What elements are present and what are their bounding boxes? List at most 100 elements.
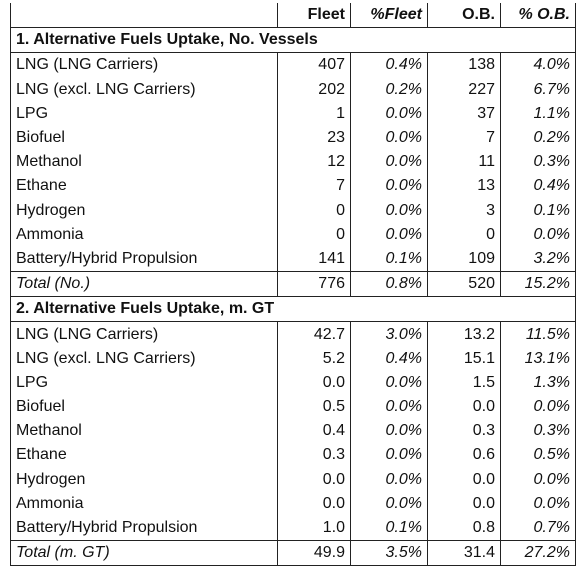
cell: 0.5 [277, 395, 351, 420]
cell: Methanol [10, 419, 278, 444]
cell: Biofuel [10, 125, 278, 151]
cell: 0.0 [277, 491, 351, 516]
cell: 5.2 [277, 346, 351, 371]
cell: 407 [277, 52, 351, 78]
cell: 0.0% [500, 395, 576, 420]
data-row: Battery/Hybrid Propulsion 141 0.1% 109 3.2% [10, 246, 576, 272]
cell: 0.4% [350, 346, 428, 371]
cell: 13.1% [500, 346, 576, 371]
cell: LNG (excl. LNG Carriers) [10, 346, 278, 371]
header-cell [10, 3, 278, 29]
header-cell: Fleet [277, 3, 351, 29]
cell: Biofuel [10, 395, 278, 420]
total-cell: 776 [277, 271, 351, 298]
cell: 42.7 [277, 321, 351, 347]
cell: 0.6 [427, 443, 501, 468]
cell: 0.0% [350, 491, 428, 516]
cell: 0.0% [350, 101, 428, 126]
cell: 0.1% [350, 246, 428, 272]
data-row: Methanol 0.4 0.0% 0.3 0.3% [10, 419, 576, 444]
cell: 202 [277, 77, 351, 102]
cell: 0.0% [350, 125, 428, 151]
fuel-table: Fleet %Fleet O.B.% O.B. 1. Alternative Fuel… [10, 3, 576, 567]
data-row: Ethane 7 0.0% 13 0.4% [10, 174, 576, 199]
cell: 0.0% [350, 443, 428, 468]
data-row: Battery/Hybrid Propulsion 1.0 0.1% 0.8 0.7% [10, 515, 576, 541]
cell: 15.1 [427, 346, 501, 371]
cell: Ammonia [10, 222, 278, 247]
cell: 0.5% [500, 443, 576, 468]
cell: 0.0% [350, 395, 428, 420]
total-cell: Total (m. GT) [10, 540, 278, 567]
section-row: 2. Alternative Fuels Uptake, m. GT [10, 296, 576, 323]
cell: 0.0% [500, 491, 576, 516]
cell: Ethane [10, 443, 278, 468]
cell: 0.4% [350, 52, 428, 78]
total-cell: 0.8% [350, 271, 428, 298]
total-cell: 31.4 [427, 540, 501, 567]
data-row: LNG (LNG Carriers) 407 0.4% 138 4.0% [10, 52, 576, 78]
header-cell: %Fleet [350, 3, 428, 29]
cell: 0.0% [500, 467, 576, 492]
cell: 3.2% [500, 246, 576, 272]
data-row: Methanol 12 0.0% 11 0.3% [10, 150, 576, 175]
cell: Battery/Hybrid Propulsion [10, 246, 278, 272]
cell: 1.0 [277, 515, 351, 541]
data-row: Biofuel 0.5 0.0% 0.0 0.0% [10, 395, 576, 420]
data-row: LNG (excl. LNG Carriers) 202 0.2% 227 6.7% [10, 77, 576, 102]
cell: 11 [427, 150, 501, 175]
cell: Ammonia [10, 491, 278, 516]
cell: 0.2% [350, 77, 428, 102]
cell: 0.8 [427, 515, 501, 541]
cell: 12 [277, 150, 351, 175]
header-cell: O.B. [427, 3, 501, 29]
cell: LNG (LNG Carriers) [10, 321, 278, 347]
cell: 0.0% [350, 467, 428, 492]
header-cell: % O.B. [500, 3, 576, 29]
cell: 0.2% [500, 125, 576, 151]
cell: 141 [277, 246, 351, 272]
data-row: LNG (excl. LNG Carriers) 5.2 0.4% 15.1 13.1% [10, 346, 576, 371]
section-row: 1. Alternative Fuels Uptake, No. Vessels [10, 27, 576, 54]
total-cell: Total (No.) [10, 271, 278, 298]
data-row: Ammonia 0.0 0.0% 0.0 0.0% [10, 491, 576, 516]
cell: Ethane [10, 174, 278, 199]
cell: 7 [277, 174, 351, 199]
section-title: 2. Alternative Fuels Uptake, m. GT [10, 296, 576, 323]
cell: 3 [427, 198, 501, 223]
cell: LPG [10, 101, 278, 126]
cell: 0.3 [427, 419, 501, 444]
cell: 138 [427, 52, 501, 78]
total-cell: 27.2% [500, 540, 576, 567]
cell: 0.0 [427, 395, 501, 420]
cell: 0.0% [350, 370, 428, 395]
cell: 0.0 [427, 467, 501, 492]
cell: 13 [427, 174, 501, 199]
data-row: Hydrogen 0 0.0% 3 0.1% [10, 198, 576, 223]
table-body: Fleet %Fleet O.B.% O.B. 1. Alternative Fuel… [10, 3, 576, 567]
cell: 37 [427, 101, 501, 126]
cell: LPG [10, 370, 278, 395]
data-row: LNG (LNG Carriers) 42.7 3.0% 13.2 11.5% [10, 321, 576, 347]
cell: 13.2 [427, 321, 501, 347]
cell: 0.3 [277, 443, 351, 468]
cell: 0.0 [277, 370, 351, 395]
cell: 0.0% [350, 150, 428, 175]
cell: 0.0 [277, 467, 351, 492]
cell: 0.0 [427, 491, 501, 516]
cell: 1.1% [500, 101, 576, 126]
total-row: Total (No.) 776 0.8% 520 15.2% [10, 271, 576, 298]
cell: 0.0% [500, 222, 576, 247]
cell: 11.5% [500, 321, 576, 347]
header-row: Fleet %Fleet O.B.% O.B. [10, 3, 576, 29]
cell: Methanol [10, 150, 278, 175]
cell: Hydrogen [10, 467, 278, 492]
cell: 0.7% [500, 515, 576, 541]
cell: 1.5 [427, 370, 501, 395]
cell: 0.4% [500, 174, 576, 199]
cell: 0.4 [277, 419, 351, 444]
cell: 0 [277, 198, 351, 223]
total-cell: 15.2% [500, 271, 576, 298]
cell: 0.3% [500, 150, 576, 175]
